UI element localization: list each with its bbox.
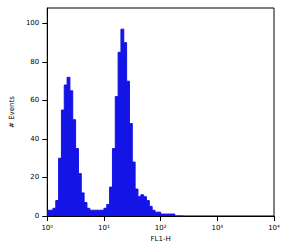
svg-text:10²: 10²: [155, 224, 167, 232]
svg-text:0: 0: [35, 212, 39, 220]
svg-text:80: 80: [30, 58, 39, 66]
svg-text:10³: 10³: [211, 224, 223, 232]
svg-text:40: 40: [30, 135, 39, 143]
svg-text:10⁴: 10⁴: [268, 224, 280, 232]
svg-text:10⁰: 10⁰: [41, 224, 53, 232]
svg-text:60: 60: [30, 96, 39, 104]
svg-text:100: 100: [26, 19, 39, 27]
svg-text:20: 20: [30, 173, 39, 181]
svg-text:10¹: 10¹: [98, 224, 110, 232]
svg-text:# Events: # Events: [8, 96, 16, 128]
svg-text:FL1-H: FL1-H: [151, 235, 171, 243]
